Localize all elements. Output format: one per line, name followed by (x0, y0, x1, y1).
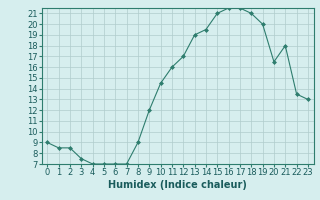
X-axis label: Humidex (Indice chaleur): Humidex (Indice chaleur) (108, 180, 247, 190)
